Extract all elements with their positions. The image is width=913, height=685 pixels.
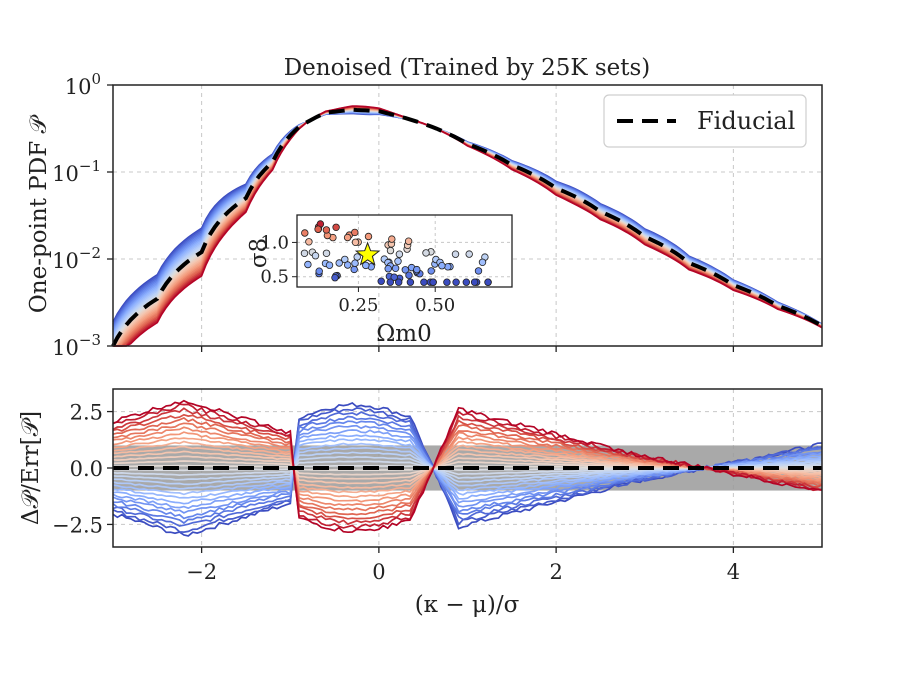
inset-frame: [296, 214, 513, 288]
bottom-xtick-label-1: 0: [372, 560, 385, 584]
inset-point-75: [315, 267, 323, 275]
inset-point-67: [377, 277, 385, 285]
inset-point-68: [391, 264, 400, 272]
top-axes-frame: [112, 84, 823, 347]
inset-point-81: [322, 226, 331, 234]
inset-point-62: [311, 251, 320, 260]
inset-point-76: [335, 259, 343, 267]
top-curve-29: [113, 105, 823, 347]
inset-point-64: [452, 278, 460, 286]
inset-point-49: [413, 265, 421, 274]
inset-point-69: [301, 229, 309, 237]
inset-point-45: [300, 249, 309, 257]
inset-point-35: [443, 278, 451, 286]
inset-point-86: [395, 250, 404, 258]
inset-point-73: [351, 259, 359, 267]
inset-xlabel: Ωm0: [376, 321, 432, 347]
inset-point-85: [470, 278, 479, 286]
inset-point-74: [314, 225, 322, 233]
inset-ticks: 0.25 0.50 0.5 1.0: [260, 232, 455, 316]
inset-point-41: [362, 261, 370, 270]
top-title: Denoised (Trained by 25K sets): [284, 55, 651, 81]
bottom-ticks: −2 0 2 4 2.5 0.0 −2.5: [52, 401, 740, 584]
inset-point-59: [462, 278, 470, 286]
inset-point-26: [325, 261, 334, 269]
inset-point-52: [304, 260, 312, 269]
inset-ylabel: σ8: [246, 238, 272, 268]
inset-point-38: [478, 258, 487, 266]
inset-point-27: [386, 278, 394, 286]
inset-point-12: [322, 249, 331, 257]
bottom-xtick-label-2: 2: [549, 560, 562, 584]
inset-point-88: [404, 237, 413, 245]
top-ylabel: One-point PDF 𝒫: [26, 115, 52, 314]
legend-fiducial-label: Fiducial: [697, 107, 795, 135]
inset-points: [300, 220, 492, 286]
top-fiducial-line: [111, 107, 824, 347]
top-ytick-label-3: 10−3: [52, 331, 101, 360]
inset-point-36: [351, 238, 360, 246]
inset-point-0: [394, 257, 402, 265]
top-ytick-label-2: 10−2: [52, 244, 101, 273]
inset-point-77: [305, 238, 313, 246]
inset-point-66: [420, 278, 428, 286]
inset-point-82: [427, 267, 435, 275]
top-ytick-label-1: 10−1: [52, 157, 101, 186]
top-panel: Denoised (Trained by 25K sets) 10010−110…: [26, 55, 824, 360]
bottom-panel: −2 0 2 4 2.5 0.0 −2.5 Δ𝒫/Err[𝒫] (κ − μ)/σ: [18, 388, 823, 618]
inset-point-16: [332, 223, 340, 231]
inset-point-39: [444, 263, 452, 271]
inset-fiducial-star: [354, 241, 381, 266]
inset-point-30: [484, 278, 492, 286]
top-ensemble-curves: [112, 105, 823, 347]
inset-point-70: [386, 246, 395, 255]
inset-point-15: [429, 278, 437, 286]
inset-point-23: [390, 273, 398, 281]
inset-point-72: [438, 262, 446, 270]
inset-point-63: [344, 261, 352, 269]
inset-ytick-label-0: 0.5: [260, 267, 289, 288]
inset-point-71: [364, 232, 373, 241]
top-ticks: 100 10−1 10−2 10−3: [52, 70, 735, 360]
bottom-ylabel: Δ𝒫/Err[𝒫]: [18, 411, 44, 525]
inset-point-89: [422, 249, 430, 257]
inset-ytick-label-1: 1.0: [260, 232, 289, 253]
inset-point-61: [353, 253, 361, 261]
legend-box: [603, 94, 807, 148]
inset-point-80: [401, 266, 409, 274]
inset-point-84: [388, 235, 396, 243]
bottom-ytick-label-2: −2.5: [52, 513, 103, 537]
inset-point-83: [474, 267, 483, 275]
inset-point-34: [350, 265, 358, 274]
legend: Fiducial: [603, 94, 807, 148]
bottom-ytick-label-1: 0.0: [70, 457, 103, 481]
bottom-xlabel: (κ − μ)/σ: [415, 592, 520, 618]
bottom-ytick-label-0: 2.5: [70, 401, 103, 425]
inset-point-37: [465, 250, 473, 258]
inset-point-18: [405, 271, 413, 279]
bottom-xtick-label-3: 4: [727, 560, 740, 584]
inset-point-65: [331, 274, 339, 282]
inset-scatter: 0.25 0.50 0.5 1.0 σ8 Ωm0: [246, 214, 513, 347]
inset-point-87: [451, 250, 460, 258]
inset-point-44: [351, 228, 359, 237]
top-ytick-label-0: 100: [65, 70, 101, 99]
inset-point-55: [343, 233, 352, 242]
inset-xtick-label-1: 0.50: [415, 295, 455, 316]
inset-point-40: [406, 278, 415, 286]
bottom-xtick-label-0: −2: [186, 560, 217, 584]
inset-point-60: [395, 278, 403, 286]
inset-point-42: [341, 255, 349, 264]
inset-point-78: [384, 265, 392, 273]
inset-xtick-label-0: 0.25: [338, 295, 378, 316]
